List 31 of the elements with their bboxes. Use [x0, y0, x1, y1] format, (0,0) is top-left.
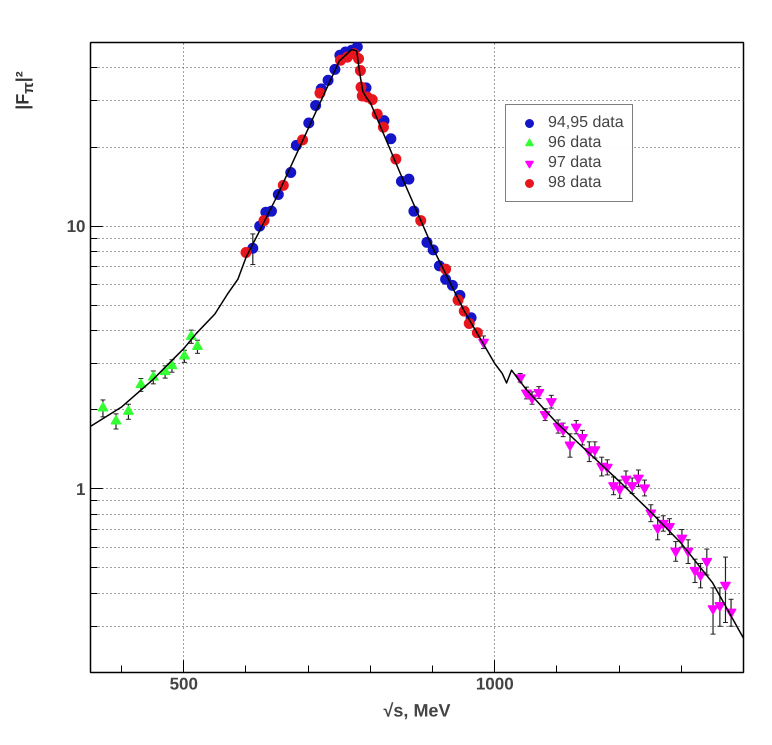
point	[385, 133, 396, 144]
point	[639, 484, 650, 494]
point	[570, 424, 582, 434]
point	[695, 572, 706, 582]
point	[614, 485, 626, 496]
x-tick-label: 500	[170, 674, 198, 694]
legend-label: 98 data	[548, 174, 602, 192]
x-tick-label: 1000	[476, 674, 514, 694]
point	[720, 582, 731, 592]
x-axis-title: √s, MeV	[384, 700, 450, 720]
point	[546, 398, 557, 408]
point	[676, 534, 688, 544]
point	[701, 558, 712, 568]
legend-label: 94,95 data	[548, 114, 624, 132]
point	[608, 482, 620, 492]
point	[564, 442, 576, 452]
point	[652, 524, 664, 534]
point	[403, 174, 414, 185]
point	[620, 476, 632, 486]
point	[670, 548, 682, 558]
legend-label: 97 data	[548, 154, 602, 172]
y-tick-label: 1	[76, 480, 86, 499]
point	[533, 388, 544, 399]
point	[708, 605, 719, 615]
point	[632, 474, 644, 484]
point	[576, 434, 588, 444]
point	[714, 602, 726, 612]
point	[589, 446, 600, 456]
legend-label: 96 data	[548, 134, 602, 152]
y-tick-label: 10	[66, 217, 86, 236]
point	[626, 482, 638, 492]
